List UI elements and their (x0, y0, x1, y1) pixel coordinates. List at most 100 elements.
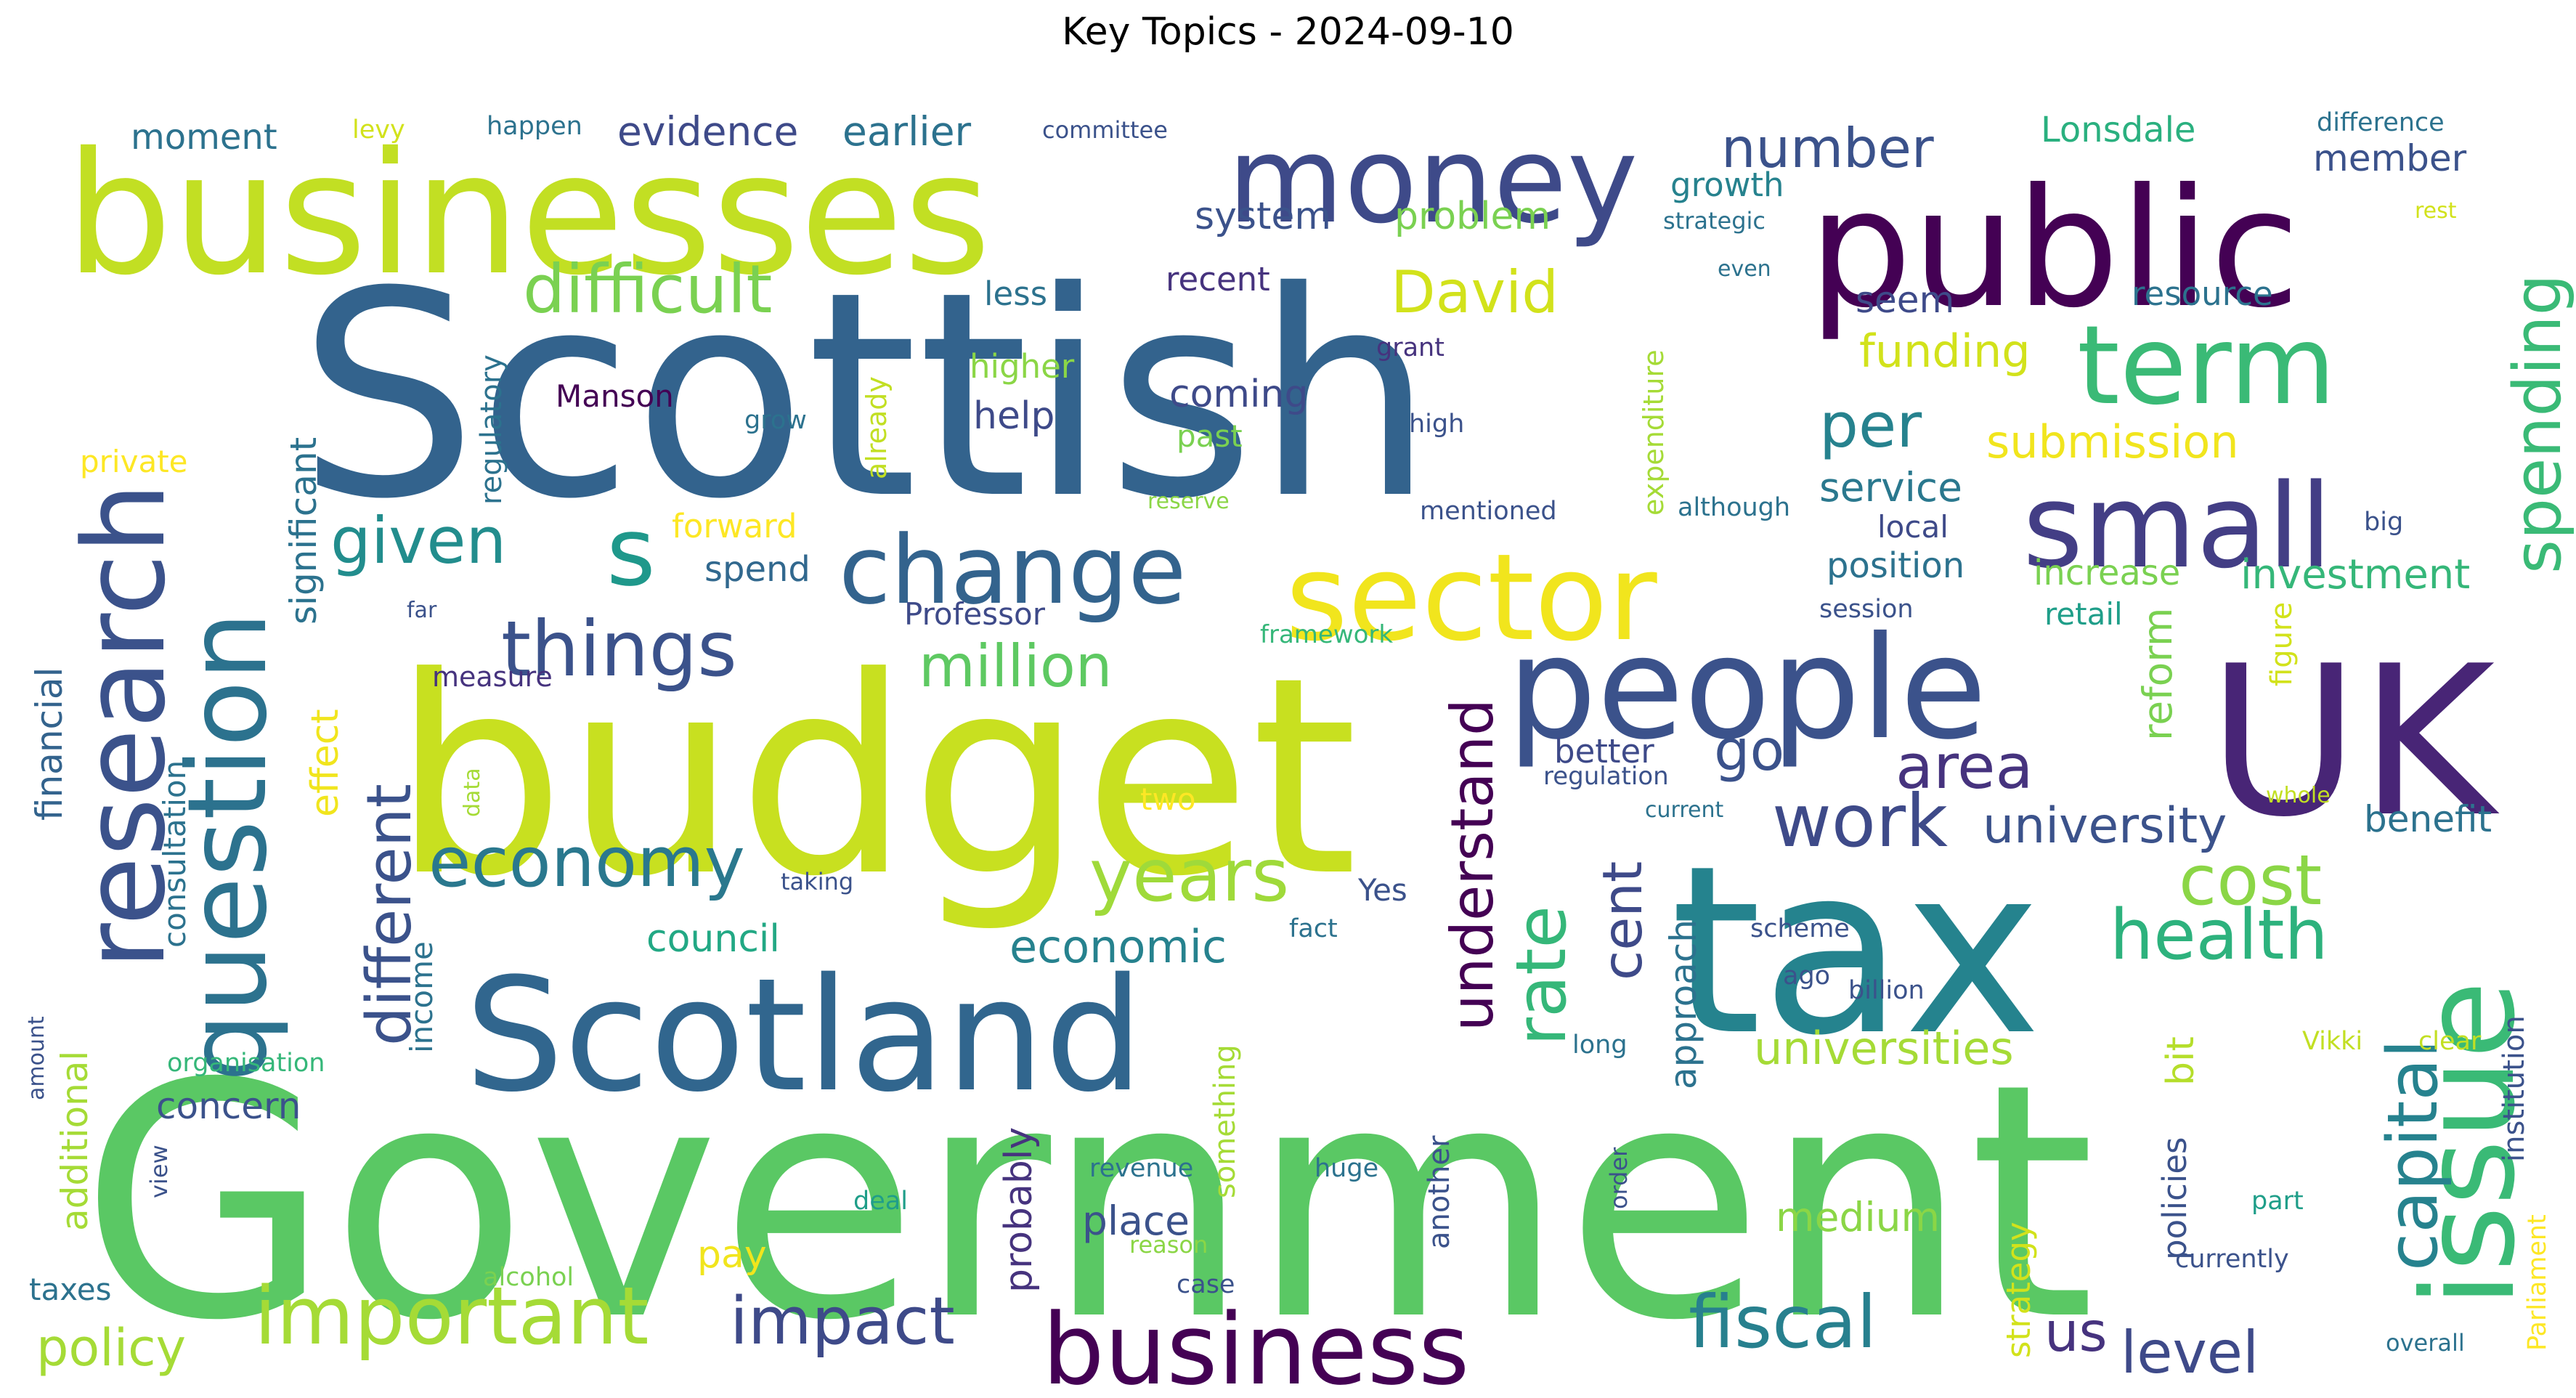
word-fiscal: fiscal (1689, 1280, 1877, 1365)
word-order: order (1605, 1147, 1633, 1209)
word-seem: seem (1856, 279, 1954, 321)
word-spending: spending (2500, 274, 2576, 574)
word-problem: problem (1394, 195, 1551, 238)
word-whole: whole (2266, 783, 2331, 808)
word-currently: currently (2175, 1245, 2289, 1274)
word-cost: cost (2179, 841, 2322, 921)
word-part: part (2251, 1187, 2304, 1216)
word-view: view (145, 1145, 173, 1198)
word-economy: economy (428, 823, 745, 903)
word-although: although (1678, 493, 1790, 522)
word-scotland: Scotland (465, 944, 1144, 1126)
word-increase: increase (2033, 553, 2180, 593)
word-number: number (1721, 116, 1934, 180)
word-term: term (2077, 303, 2336, 429)
word-amount: amount (24, 1016, 49, 1100)
word-professor: Professor (904, 596, 1046, 632)
word-member: member (2313, 137, 2467, 179)
word-place: place (1082, 1198, 1190, 1244)
word-businesses: businesses (65, 116, 991, 312)
word-probably: probably (997, 1127, 1041, 1293)
word-health: health (2110, 895, 2328, 975)
word-economic: economic (1009, 920, 1227, 973)
word-universities: universities (1754, 1022, 2014, 1075)
word-strategy: strategy (1999, 1222, 2038, 1358)
word-grant: grant (1376, 333, 1445, 362)
word-scottish: Scottish (298, 231, 1434, 561)
word-less: less (984, 275, 1047, 313)
word-pay: pay (697, 1233, 767, 1277)
word-happen: happen (487, 112, 582, 141)
chart-title: Key Topics - 2024-09-10 (1062, 10, 1514, 54)
word-policies: policies (2156, 1137, 2194, 1260)
word-mentioned: mentioned (1420, 497, 1557, 526)
word-bit: bit (2159, 1036, 2203, 1086)
word-retail: retail (2044, 596, 2123, 632)
word-recent: recent (1166, 260, 1270, 298)
word-forward: forward (672, 507, 797, 545)
word-higher: higher (970, 347, 1075, 386)
word-fact: fact (1289, 914, 1338, 943)
word-coming: coming (1169, 373, 1308, 416)
word-research: research (59, 482, 190, 970)
word-spend: spend (704, 549, 810, 590)
word-manson: Manson (556, 378, 674, 414)
word-things: things (501, 605, 737, 694)
word-submission: submission (1986, 415, 2239, 468)
word-local: local (1877, 509, 1949, 545)
word-level: level (2121, 1319, 2259, 1386)
word-consultation: consultation (157, 760, 192, 948)
word-difficult: difficult (523, 251, 772, 328)
word-reason: reason (1129, 1231, 1208, 1259)
word-huge: huge (1315, 1154, 1378, 1183)
word-current: current (1645, 797, 1723, 823)
word-ago: ago (1783, 962, 1830, 991)
word-grow: grow (744, 406, 807, 435)
word-position: position (1827, 545, 1964, 586)
word-resource: resource (2132, 275, 2273, 313)
word-additional: additional (54, 1051, 96, 1231)
word-change: change (839, 515, 1186, 625)
word-taking: taking (781, 868, 853, 895)
word-case: case (1177, 1270, 1235, 1299)
word-tax: tax (1670, 816, 2041, 1086)
word-data: data (460, 768, 485, 817)
word-million: million (919, 633, 1112, 700)
word-public: public (1808, 154, 2300, 344)
word-session: session (1819, 595, 1914, 624)
word-go: go (1714, 718, 1784, 784)
word-yes: Yes (1357, 872, 1407, 908)
word-council: council (646, 917, 780, 961)
word-work: work (1772, 779, 1948, 863)
word-moment: moment (131, 117, 277, 158)
word-even: even (1718, 256, 1771, 282)
word-billion: billion (1848, 976, 1925, 1005)
word-government: Government (80, 1015, 2095, 1391)
word-regulatory: regulatory (475, 354, 508, 505)
word-different: different (354, 784, 426, 1046)
word-past: past (1177, 418, 1243, 454)
word-important: important (254, 1269, 649, 1362)
word-budget: budget (392, 619, 1358, 936)
word-significant: significant (283, 437, 325, 625)
word-evidence: evidence (617, 108, 798, 155)
word-income: income (404, 941, 439, 1053)
word-years: years (1089, 833, 1289, 918)
word-area: area (1896, 731, 2033, 803)
word-per: per (1819, 390, 1922, 462)
word-capital: capital (2373, 1039, 2453, 1271)
word-institution: institution (2498, 1015, 2531, 1162)
word-measure: measure (432, 661, 553, 693)
word-parliament: Parliament (2523, 1214, 2552, 1351)
word-expenditure: expenditure (1638, 349, 1670, 516)
word-financial: financial (28, 667, 70, 821)
word-framework: framework (1260, 620, 1393, 649)
word-effect: effect (304, 709, 347, 817)
word-earlier: earlier (842, 108, 972, 155)
word-reform: reform (2134, 608, 2181, 741)
word-question: question (165, 611, 291, 1082)
word-already: already (861, 376, 893, 479)
word-high: high (1409, 410, 1464, 439)
word-sector: sector (1285, 528, 1657, 667)
word-funding: funding (1859, 325, 2031, 378)
